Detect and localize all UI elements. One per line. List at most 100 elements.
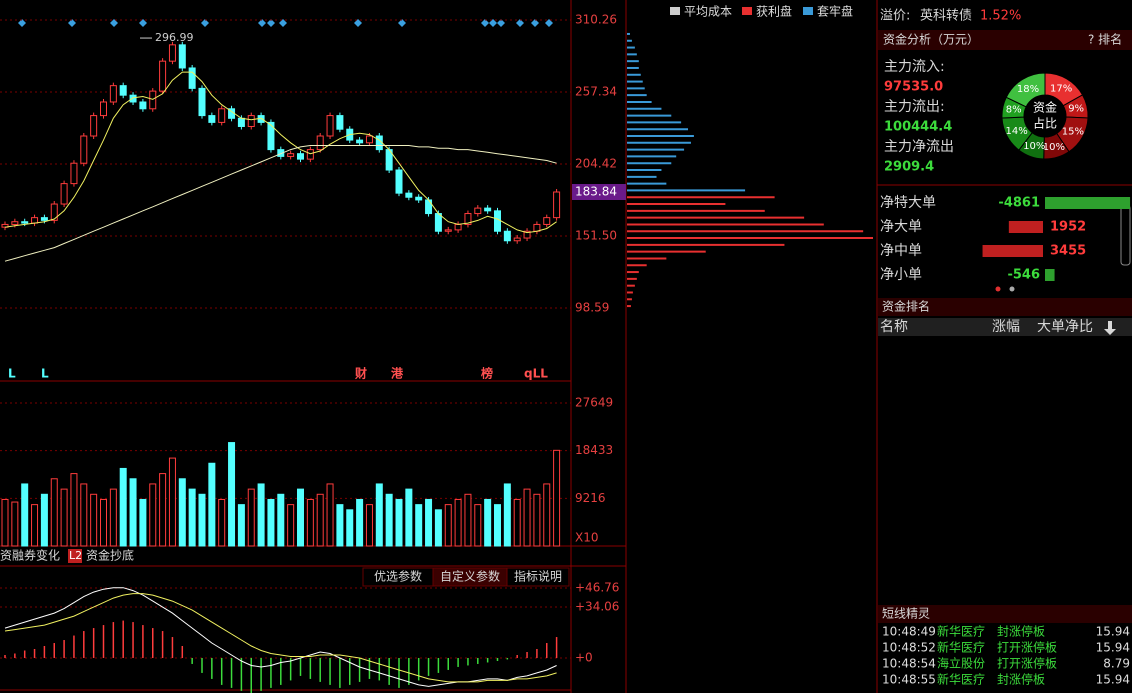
tab[interactable]: 资金抄底 (86, 548, 134, 563)
column-bg (878, 318, 1132, 336)
sprite-cell: 10:48:49 (882, 625, 936, 639)
tab[interactable]: 资融券变化 (0, 548, 60, 563)
volume-bar (425, 498, 433, 547)
y-tick-label: +0 (575, 650, 593, 664)
peak-label: 296.99 (155, 31, 194, 44)
candle-body (543, 217, 551, 225)
legend-label: 获利盘 (756, 4, 792, 19)
pie-label: 14% (1006, 126, 1028, 137)
candle-body (444, 229, 452, 232)
tab[interactable]: L2 (69, 549, 82, 562)
net-label: 净中单 (880, 243, 922, 259)
candle-body (405, 192, 413, 198)
pie-label: 18% (1017, 84, 1039, 95)
candle-body (316, 135, 324, 151)
volume-bar (208, 462, 216, 547)
candle-body (188, 67, 196, 89)
net-value: 3455 (1050, 244, 1086, 259)
candle-body (90, 115, 98, 137)
y-tick-label: 204.42 (575, 157, 617, 171)
volume-bar (434, 509, 442, 547)
page-dot[interactable] (995, 286, 1001, 292)
volume-bar (306, 498, 314, 547)
y-tick-label: 9216 (575, 491, 606, 505)
y-tick-label: 98.59 (575, 300, 609, 314)
candle-body (523, 230, 531, 239)
net-label: 主力净流出 (884, 139, 954, 155)
last-price-bg (572, 184, 626, 201)
net-label: 净小单 (880, 267, 922, 283)
candle-body (454, 223, 462, 231)
button[interactable]: 优选参数 (374, 569, 422, 584)
last-price: 183.84 (575, 185, 617, 199)
ma-long (4, 145, 557, 262)
volume-bar (297, 488, 304, 547)
candle-body (139, 101, 147, 110)
scrollbar[interactable] (1120, 204, 1131, 266)
sprite-title: 短线精灵 (882, 607, 930, 621)
volume-bar (267, 498, 275, 547)
volume-bar (109, 488, 117, 547)
volume-bar (346, 509, 354, 547)
legend-swatch (670, 7, 680, 15)
y-tick-label: 151.50 (575, 229, 617, 243)
sprite-cell: 封涨停板 (997, 624, 1045, 639)
candle-body (11, 221, 19, 225)
volume-bar (40, 493, 48, 547)
net-value: -546 (1007, 268, 1040, 283)
candle-body (513, 237, 521, 242)
column[interactable]: 大单净比 (1037, 319, 1093, 335)
candle-body (287, 153, 295, 157)
y-tick-label: +46.76 (575, 581, 619, 595)
candle-body (21, 221, 29, 224)
candle-body (484, 207, 492, 212)
candle-body (218, 108, 226, 123)
inflow-label: 主力流入: (884, 59, 945, 75)
candle-body (237, 117, 245, 127)
button[interactable]: 指标说明 (514, 569, 562, 584)
y-tick-label: 310.26 (575, 12, 617, 26)
pie-center: 占比 (1033, 116, 1057, 131)
volume-bar (543, 483, 551, 547)
rank-button[interactable]: ? 排名 (1088, 32, 1122, 47)
pie-label: 9% (1068, 104, 1084, 115)
button[interactable]: 自定义参数 (440, 569, 500, 584)
net-label: 净大单 (880, 219, 922, 235)
volume-bar (168, 457, 176, 547)
y-tick-label: +34.06 (575, 600, 619, 614)
sprite-cell: 10:48:54 (882, 657, 936, 671)
sprite-cell: 新华医疗 (937, 640, 985, 655)
net-value: 1952 (1050, 220, 1086, 235)
header-bg (878, 605, 1132, 623)
pie-center: 资金 (1033, 100, 1057, 115)
volume-bar (553, 449, 561, 547)
page-dot[interactable] (1009, 286, 1015, 292)
net-bar (1045, 269, 1055, 281)
signal: L (41, 367, 49, 381)
volume-bar (31, 504, 39, 547)
volume-bar (464, 493, 472, 547)
candle-body (415, 196, 423, 201)
volume-bar (119, 467, 127, 547)
sprite-cell: 15.94 (1096, 641, 1130, 655)
volume-bar (237, 504, 245, 547)
candle-body (464, 213, 472, 225)
volume-bar (21, 483, 29, 547)
column: 涨幅 (992, 319, 1020, 335)
pie-hole (1025, 96, 1065, 136)
premium-name: 英科转债 (920, 9, 972, 24)
volume-bar (375, 483, 383, 547)
sprite-cell: 10:48:55 (882, 673, 936, 687)
volume-bar (149, 483, 157, 547)
candle-body (129, 94, 137, 103)
y-tick-label: 27649 (575, 396, 613, 410)
volume-bar (454, 498, 462, 547)
candle-body (100, 101, 107, 117)
signal: 榜 (481, 366, 493, 381)
ma-short (4, 71, 557, 234)
volume-bar (100, 498, 107, 547)
premium-label: 溢价: (880, 9, 910, 24)
inflow: 97535.0 (884, 80, 943, 95)
